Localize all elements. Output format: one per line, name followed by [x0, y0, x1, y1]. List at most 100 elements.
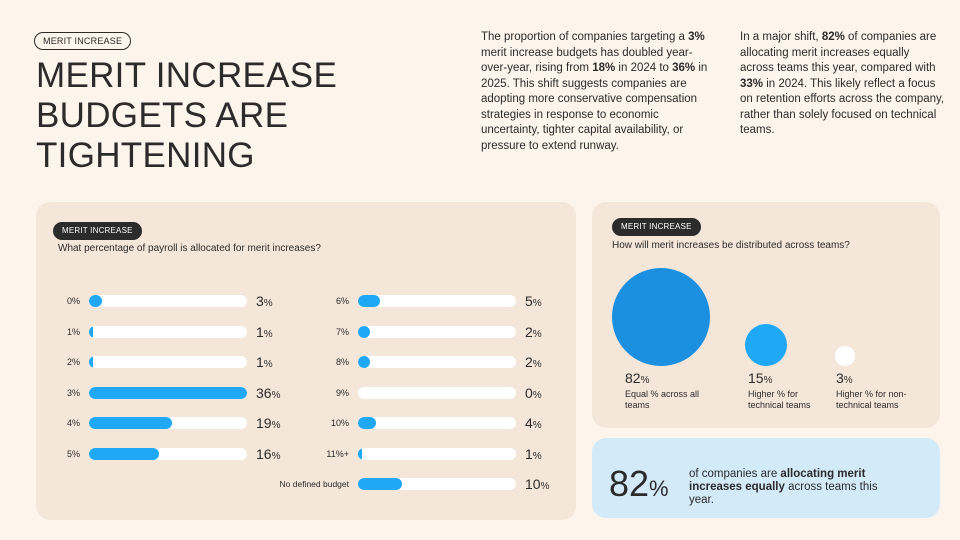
bar-fill	[358, 417, 376, 429]
bar-fill	[89, 325, 94, 338]
distribution-card: MERIT INCREASE How will merit increases …	[592, 202, 940, 428]
intro-text: of companies are allocating merit increa…	[740, 31, 937, 74]
bar-value-number: 1	[256, 354, 264, 370]
intro-highlight: 18%	[592, 62, 616, 74]
bar-fill	[89, 356, 94, 368]
bar-value: 19%	[256, 415, 280, 434]
callout-number: 82%	[609, 464, 669, 509]
bar-track	[89, 386, 247, 399]
distribution-question: How will merit increases be distributed …	[612, 240, 850, 251]
bar-value: 3%	[256, 293, 273, 312]
value-number: 82	[625, 370, 641, 386]
intro-text: in 2024. This likely reflect a focus on …	[740, 77, 945, 137]
bar-category-label: 8%	[335, 357, 349, 367]
bar-value-pct: %	[532, 359, 542, 370]
intro-highlight: 3%	[688, 31, 705, 43]
callout-number-value: 82	[609, 463, 650, 504]
value-number: 3	[836, 370, 844, 386]
bar-track	[358, 386, 516, 399]
bar-row: No defined budget 10%	[36, 476, 576, 492]
bar-value-number: 0	[525, 384, 533, 401]
distribution-value: 3%	[836, 370, 853, 386]
chart-question: What percentage of payroll is allocated …	[58, 243, 321, 254]
distribution-label: Higher % for non-technical teams	[836, 389, 907, 410]
bar-value-pct: %	[532, 450, 542, 462]
bar-value-number: 36	[256, 384, 272, 401]
bar-track	[89, 417, 247, 429]
card-tag: MERIT INCREASE	[612, 218, 701, 236]
bar-value: 0%	[525, 385, 542, 404]
bar-fill	[358, 447, 363, 460]
intro-paragraph-right: In a major shift, 82% of companies are a…	[740, 30, 945, 139]
bar-category-label: No defined budget	[279, 479, 349, 489]
value-pct: %	[843, 375, 853, 386]
intro-paragraph-left: The proportion of companies targeting a …	[481, 30, 717, 154]
bar-value-pct: %	[271, 450, 281, 462]
bar-fill	[89, 447, 160, 460]
bar-value: 10%	[525, 476, 549, 495]
bar-value-number: 19	[256, 415, 272, 431]
bar-row: 7% 2%	[36, 324, 576, 340]
bar-value-number: 5	[525, 293, 533, 309]
bar-value-pct: %	[263, 328, 273, 340]
bar-row: 0% 3%	[36, 293, 576, 309]
bar-track	[89, 447, 247, 460]
bar-fill	[89, 386, 247, 399]
bar-value-pct: %	[532, 389, 542, 401]
callout-text: of companies are allocating merit increa…	[689, 468, 879, 507]
bar-category-label: 6%	[335, 296, 349, 306]
bar-track	[89, 356, 247, 368]
bar-value: 4%	[525, 415, 542, 434]
title-line: BUDGETS ARE	[36, 96, 289, 135]
intro-text: in 2024 to	[615, 62, 673, 74]
bar-value-pct: %	[540, 481, 550, 492]
intro-highlight: 82%	[821, 31, 845, 43]
bar-value-pct: %	[532, 420, 542, 431]
bar-fill	[358, 325, 370, 338]
section-tag: MERIT INCREASE	[34, 32, 132, 50]
callout-card: 82% of companies are allocating merit in…	[592, 438, 940, 518]
bar-category-label: 7%	[335, 326, 349, 337]
bar-value-pct: %	[271, 420, 281, 431]
bar-row: 6% 5%	[36, 293, 576, 309]
bar-row: 10% 4%	[36, 415, 576, 431]
bar-value: 36%	[256, 385, 280, 404]
bar-value: 1%	[256, 324, 273, 343]
intro-text: The proportion of companies targeting a	[481, 31, 689, 43]
bar-track	[358, 295, 516, 307]
callout-highlight: allocating merit increases equally	[689, 468, 866, 493]
bar-value-number: 1	[525, 445, 533, 462]
bar-value-number: 4	[525, 415, 533, 431]
bar-value: 1%	[256, 354, 273, 373]
bar-category-label: 3%	[66, 387, 80, 398]
card-tag: MERIT INCREASE	[53, 222, 142, 240]
bar-track	[358, 417, 516, 429]
bar-fill	[358, 356, 370, 368]
value-pct: %	[763, 375, 773, 386]
bar-row: 4% 19%	[36, 415, 576, 431]
distribution-value: 82%	[625, 370, 649, 386]
bar-fill	[358, 478, 402, 490]
bar-value-number: 10	[525, 476, 541, 492]
bar-value-pct: %	[263, 359, 273, 370]
value-pct: %	[640, 375, 650, 386]
distribution-circle-non-technical	[835, 346, 855, 366]
bar-track	[358, 356, 516, 368]
bar-value: 1%	[525, 446, 542, 465]
bar-value-pct: %	[532, 328, 542, 340]
title-line: MERIT INCREASE	[36, 56, 338, 95]
bar-value-number: 2	[525, 354, 533, 370]
bar-row: 8% 2%	[36, 354, 576, 370]
bar-value-number: 3	[256, 293, 264, 309]
intro-text: in 2025. This shift suggests companies a…	[481, 62, 708, 152]
callout-text-part: across teams this year.	[689, 481, 878, 506]
bar-fill	[89, 417, 173, 429]
bar-value-number: 1	[256, 323, 264, 340]
bar-value: 2%	[525, 324, 542, 343]
bar-track	[89, 325, 247, 338]
bar-row: 5% 16%	[36, 446, 576, 462]
bar-track	[358, 447, 516, 460]
callout-pct: %	[649, 476, 669, 501]
bar-value-pct: %	[532, 298, 542, 309]
bar-value: 2%	[525, 354, 542, 373]
